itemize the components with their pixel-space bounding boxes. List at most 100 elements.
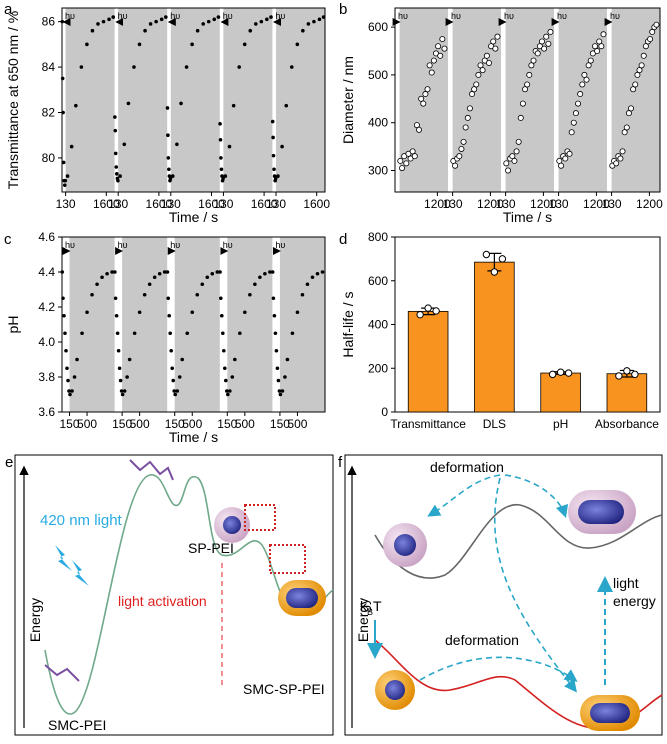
point xyxy=(210,271,215,276)
point xyxy=(485,59,492,66)
point xyxy=(219,156,223,160)
arrow xyxy=(504,474,569,519)
light-label: hυ xyxy=(65,240,75,250)
point xyxy=(397,157,404,164)
point xyxy=(458,145,465,152)
point xyxy=(137,42,142,47)
x-axis-label: Time / s xyxy=(503,209,552,225)
point xyxy=(270,270,275,274)
point xyxy=(85,310,89,315)
point xyxy=(148,22,153,26)
point xyxy=(625,110,632,117)
point xyxy=(515,138,522,145)
x-tick-label: 150 xyxy=(59,417,79,431)
point xyxy=(224,378,228,383)
point xyxy=(594,48,601,55)
panel-letter: f xyxy=(338,454,343,471)
point xyxy=(60,76,65,81)
point xyxy=(72,375,77,379)
point xyxy=(428,69,435,76)
y-tick-label: 86 xyxy=(42,15,56,29)
point xyxy=(526,71,533,78)
point xyxy=(114,313,119,318)
point xyxy=(119,389,124,393)
point xyxy=(222,348,226,353)
axis-label: Energy xyxy=(355,598,371,642)
point xyxy=(113,115,117,119)
point xyxy=(167,167,171,172)
point xyxy=(115,331,120,336)
panel-e: e Energy 420 nm light SP-PEI light activ… xyxy=(5,454,334,736)
point xyxy=(227,144,232,149)
light-label: hυ xyxy=(275,240,285,250)
point xyxy=(221,331,225,336)
point xyxy=(258,275,262,280)
point xyxy=(600,31,607,38)
y-tick-label: 82 xyxy=(42,105,56,119)
point xyxy=(221,176,225,181)
point xyxy=(259,19,264,24)
point xyxy=(528,62,535,69)
point xyxy=(62,183,67,187)
x-tick-label: 1200 xyxy=(583,197,610,211)
point xyxy=(630,86,637,93)
point xyxy=(596,38,603,45)
micelle-core xyxy=(385,680,405,700)
point xyxy=(492,45,499,52)
point xyxy=(430,57,437,64)
point xyxy=(462,124,469,131)
point xyxy=(615,372,623,380)
light-label: hυ xyxy=(451,11,461,21)
point xyxy=(110,270,114,274)
point xyxy=(212,17,217,22)
x-tick-label: 1200 xyxy=(636,197,663,211)
point xyxy=(441,45,448,52)
y-tick-label: 80 xyxy=(42,151,56,165)
y-tick-label: 4.0 xyxy=(38,335,55,349)
point xyxy=(640,52,647,59)
point xyxy=(649,28,656,35)
point xyxy=(159,17,164,22)
point xyxy=(653,21,660,28)
point xyxy=(118,378,123,383)
point xyxy=(167,313,172,318)
point xyxy=(285,357,290,362)
point xyxy=(90,28,95,33)
bar xyxy=(540,372,581,413)
t: T xyxy=(373,598,382,614)
point xyxy=(483,52,490,59)
zoom-box xyxy=(269,544,306,574)
point xyxy=(243,310,247,315)
y-tick-label: 200 xyxy=(368,361,388,375)
y-tick-label: 4.6 xyxy=(38,230,55,244)
point xyxy=(231,103,236,108)
x-tick-label: 130 xyxy=(266,197,286,211)
point xyxy=(68,392,72,397)
point xyxy=(276,174,280,178)
point xyxy=(471,86,478,93)
y-tick-label: 0 xyxy=(381,405,388,419)
point xyxy=(152,275,157,280)
point xyxy=(120,392,125,397)
light-label: 420 nm light xyxy=(40,512,123,529)
point xyxy=(530,57,537,64)
plot-frame xyxy=(61,7,326,193)
dark-region xyxy=(558,8,607,192)
x-tick-label: 1200 xyxy=(530,197,557,211)
point xyxy=(165,106,170,110)
x-tick-label: 130 xyxy=(496,197,516,211)
point xyxy=(223,366,227,371)
light-label: hυ xyxy=(223,11,233,21)
point xyxy=(628,105,635,112)
point xyxy=(113,151,118,156)
point xyxy=(564,369,573,377)
point xyxy=(147,282,152,287)
y-tick-label: 400 xyxy=(368,116,388,130)
point xyxy=(548,370,557,379)
bar xyxy=(474,261,515,413)
point xyxy=(265,17,269,22)
x-tick-label: Transmittance xyxy=(390,417,466,431)
point xyxy=(301,28,305,33)
